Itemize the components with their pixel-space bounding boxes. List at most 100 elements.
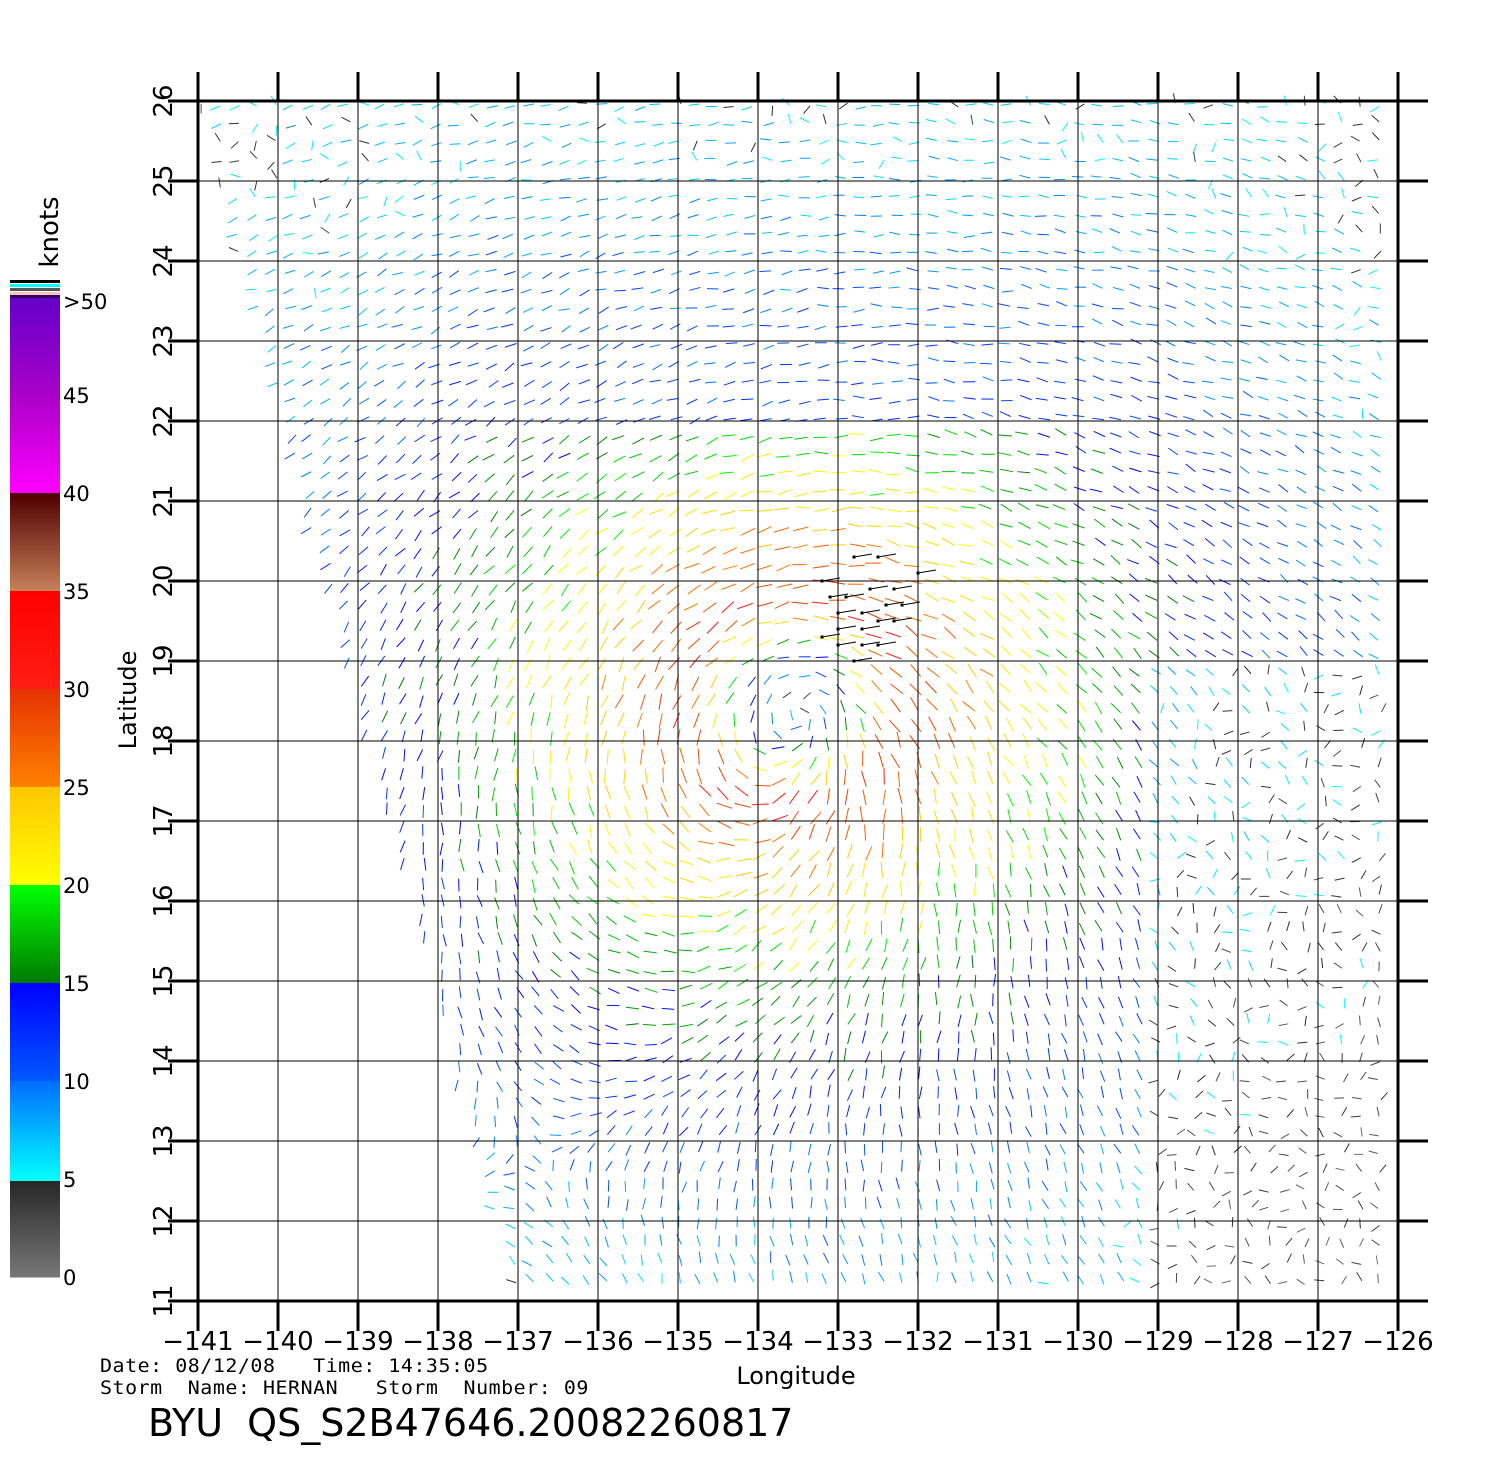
- wind-vector: [1044, 920, 1050, 934]
- wind-vector: [541, 381, 553, 389]
- wind-vector: [1264, 686, 1272, 696]
- wind-vector: [987, 866, 995, 880]
- colorbar-segment: [10, 345, 60, 348]
- wind-vector: [520, 508, 533, 517]
- wind-vector: [588, 1129, 599, 1137]
- wind-vector: [420, 729, 424, 742]
- colorbar-segment: [10, 911, 60, 914]
- wind-vector: [1169, 685, 1178, 695]
- wind-vector: [838, 102, 848, 110]
- wind-vector: [1053, 611, 1066, 622]
- colorbar-segment: [10, 1021, 60, 1024]
- wind-vector: [1251, 1199, 1260, 1208]
- colorbar-segment: [10, 417, 60, 420]
- wind-vector: [696, 1018, 709, 1027]
- wind-vector: [570, 970, 580, 981]
- wind-vector: [523, 324, 534, 332]
- wind-vector: [718, 1036, 730, 1045]
- wind-vector: [724, 620, 738, 632]
- wind-vector: [625, 1125, 633, 1136]
- wind-vector: [963, 235, 975, 238]
- y-tick-label: 19: [149, 644, 179, 677]
- wind-vector: [1193, 738, 1197, 749]
- wind-vector: [1019, 155, 1031, 160]
- wind-vector: [483, 565, 495, 575]
- wind-vector: [1020, 230, 1032, 235]
- wind-vector: [687, 489, 701, 498]
- wind-vector: [586, 967, 600, 974]
- wind-vector: [607, 987, 620, 995]
- wind-vector: [532, 749, 535, 764]
- wind-vector: [1268, 1235, 1271, 1246]
- wind-vector: [806, 1014, 815, 1028]
- wind-vector: [265, 216, 277, 222]
- wind-vector: [813, 544, 829, 548]
- wind-vector: [1026, 900, 1029, 914]
- wind-vector: [759, 138, 772, 141]
- wind-vector: [577, 545, 589, 556]
- wind-vector: [879, 1103, 882, 1117]
- wind-vector: [395, 305, 405, 314]
- wind-vector: [1243, 1145, 1251, 1154]
- wind-vector: [723, 417, 736, 421]
- colorbar-segment: [10, 493, 60, 496]
- wind-vector: [848, 564, 865, 567]
- wind-vector: [855, 141, 867, 145]
- x-tick-label: −136: [562, 1327, 633, 1357]
- wind-vector: [625, 1006, 640, 1010]
- wind-vector: [460, 1023, 465, 1036]
- colorbar-segment: [10, 615, 60, 618]
- wind-vector: [1185, 282, 1196, 289]
- wind-vector: [1021, 283, 1032, 290]
- wind-vector: [997, 452, 1012, 456]
- wind-vector: [1286, 829, 1291, 840]
- wind-vector: [1098, 1237, 1104, 1248]
- wind-vector: [431, 473, 443, 480]
- wind-vector: [1189, 796, 1196, 806]
- wind-vector: [515, 1097, 523, 1108]
- wind-vector: [774, 546, 791, 551]
- wind-vector: [763, 675, 772, 685]
- wind-vector: [395, 510, 404, 521]
- wind-vector: [485, 289, 497, 294]
- colorbar-segment: [10, 861, 60, 864]
- wind-vector: [520, 288, 532, 294]
- wind-vector: [1337, 851, 1346, 860]
- wind-vector: [1129, 450, 1141, 455]
- wind-vector: [872, 382, 884, 385]
- wind-vector: [394, 343, 406, 350]
- wind-vector: [483, 176, 495, 179]
- wind-vector: [1352, 451, 1363, 457]
- wind-vector: [821, 1273, 827, 1285]
- wind-vector: [596, 436, 608, 446]
- wind-vector: [862, 1179, 866, 1192]
- y-axis-label: Latitude: [114, 651, 142, 750]
- wind-vector: [358, 546, 369, 556]
- wind-vector: [706, 621, 719, 634]
- wind-vector: [759, 270, 772, 273]
- wind-vector: [1045, 792, 1051, 806]
- wind-vector: [882, 824, 885, 840]
- wind-vector: [338, 213, 349, 219]
- wind-vector: [464, 418, 477, 426]
- wind-vector: [1077, 662, 1088, 675]
- wind-vector: [723, 213, 735, 217]
- colorbar-segment: [10, 1129, 60, 1132]
- wind-vector: [491, 618, 498, 631]
- wind-vector: [1262, 612, 1272, 622]
- wind-vector: [524, 216, 536, 220]
- wind-vector: [1262, 188, 1269, 198]
- wind-vector: [888, 719, 901, 733]
- wind-vector: [1336, 904, 1342, 914]
- wind-vector: [1205, 317, 1217, 325]
- wind-vector: [414, 434, 426, 443]
- wind-vector: [811, 601, 829, 605]
- wind-vector: [513, 914, 518, 928]
- colorbar-segment: [10, 959, 60, 962]
- colorbar-segment: [10, 663, 60, 666]
- colorbar-segment: [10, 1125, 60, 1128]
- wind-vector: [540, 342, 551, 350]
- wind-vector: [681, 1107, 690, 1118]
- wind-vector: [477, 839, 480, 852]
- wind-vector: [1130, 172, 1141, 179]
